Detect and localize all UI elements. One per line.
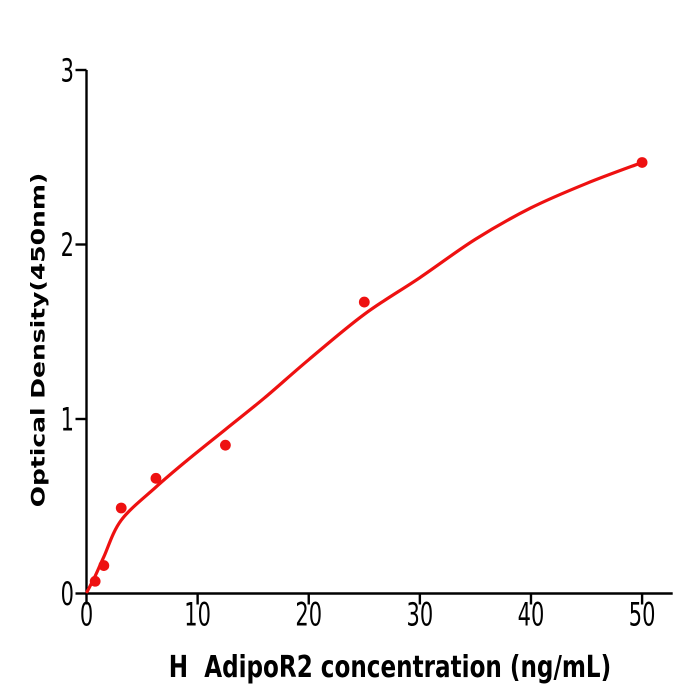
y-tick-label: 0 <box>61 577 74 614</box>
x-tick-label: 30 <box>407 597 434 634</box>
y-tick-label: 3 <box>61 53 74 90</box>
x-tick-label: 50 <box>629 597 656 634</box>
x-tick-label: 0 <box>80 597 93 634</box>
data-series <box>85 157 648 594</box>
x-axis-title: H AdipoR2 concentration (ng/mL) <box>169 650 611 685</box>
x-tick-label: 20 <box>295 597 322 634</box>
fitted-curve <box>85 160 644 594</box>
y-axis-title: Optical Density(450nm) <box>29 173 50 508</box>
y-tick-label: 1 <box>61 402 74 439</box>
data-point <box>150 472 162 484</box>
x-tick-label: 40 <box>518 597 545 634</box>
data-point <box>220 439 231 451</box>
x-tick-label: 10 <box>184 597 211 634</box>
axis-spines <box>85 70 673 595</box>
y-tick-label: 2 <box>61 228 74 265</box>
data-point <box>115 502 127 514</box>
data-point <box>358 296 370 308</box>
